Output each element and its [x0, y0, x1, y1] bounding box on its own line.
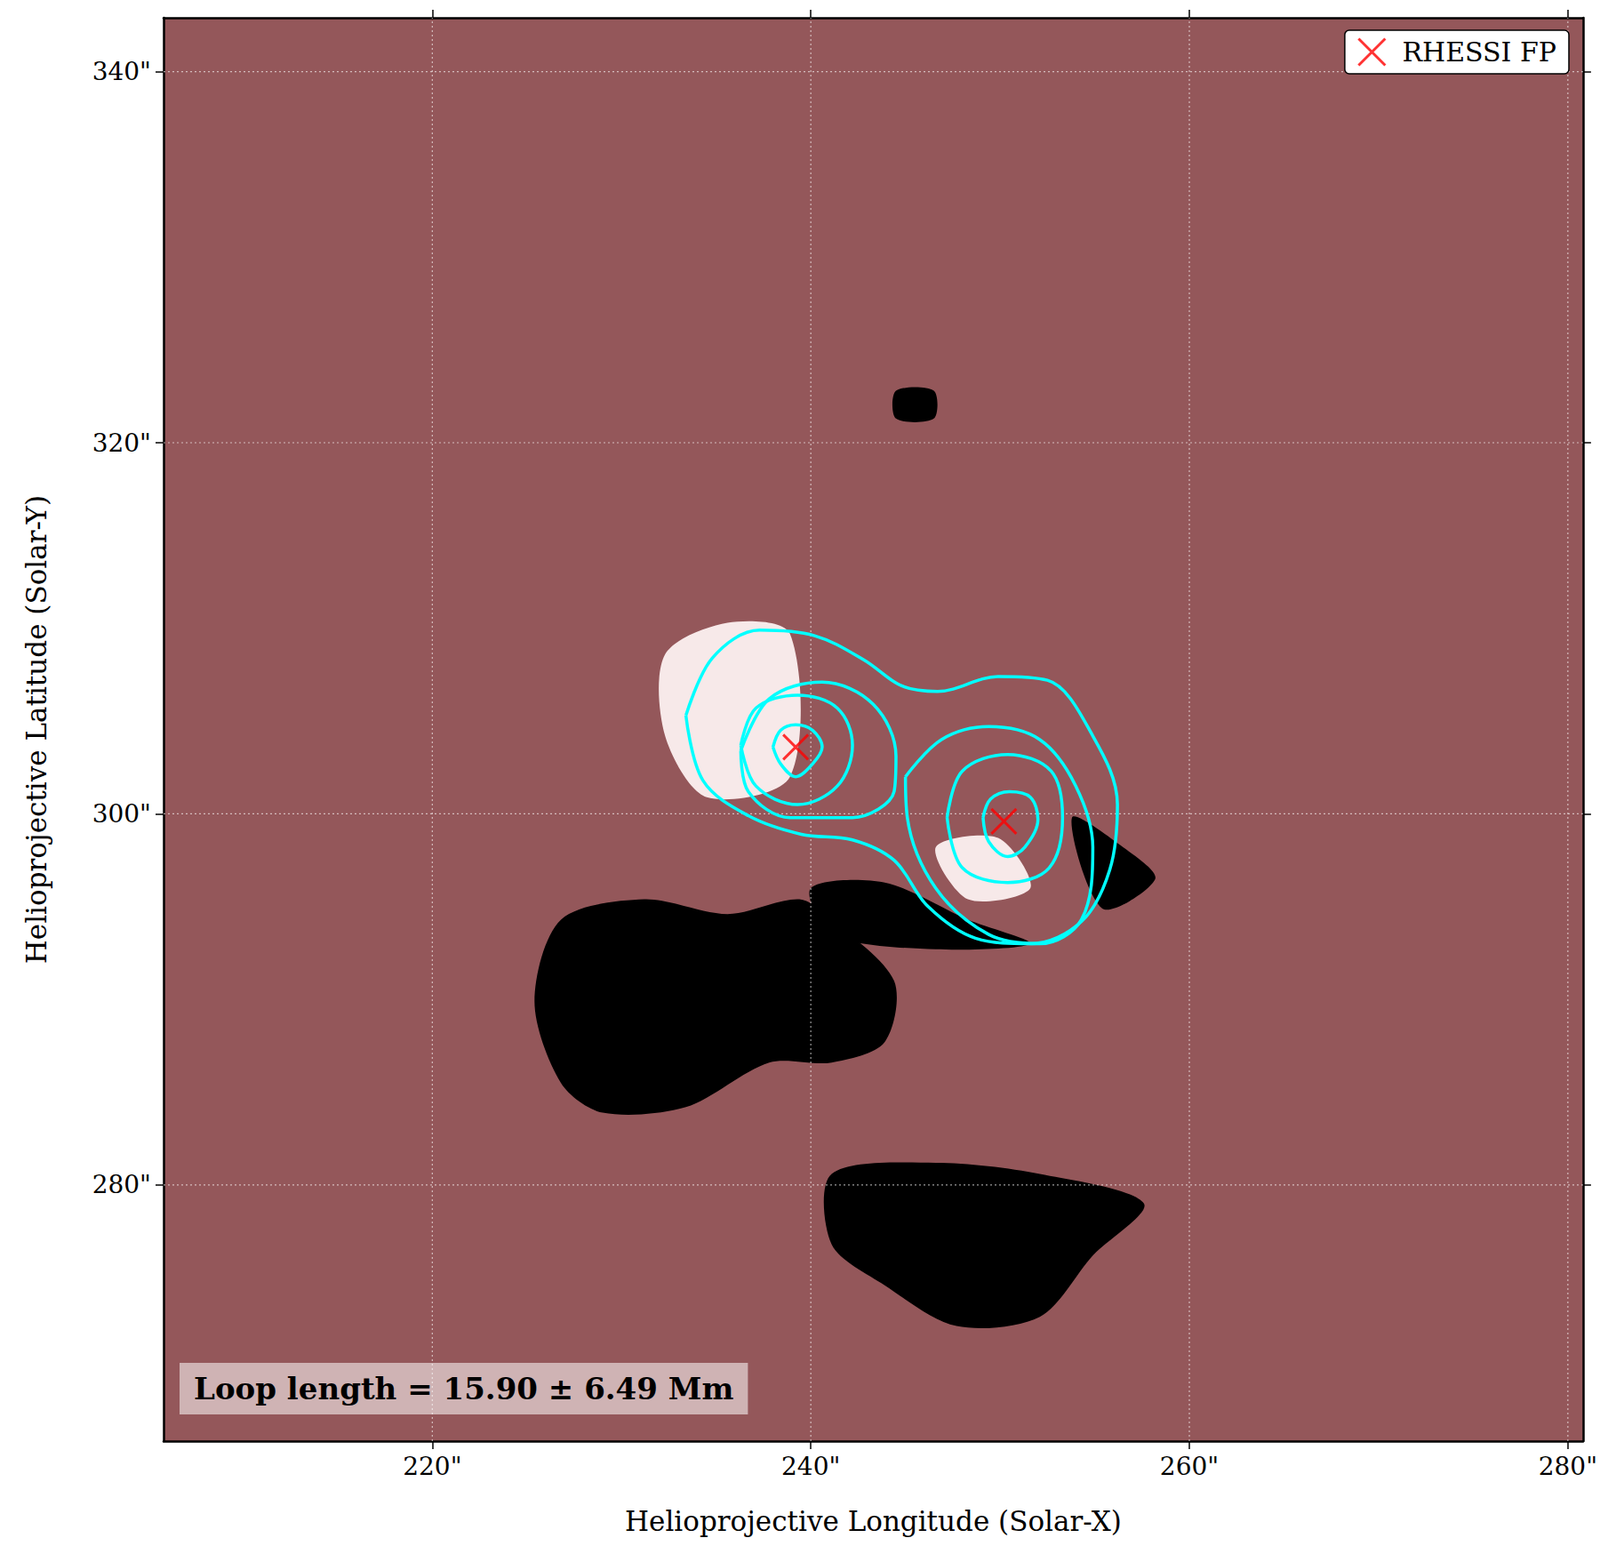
svg-text:260": 260": [1160, 1451, 1219, 1481]
svg-text:280": 280": [92, 1169, 152, 1200]
svg-text:Loop length = 15.90 ± 6.49 Mm: Loop length = 15.90 ± 6.49 Mm: [193, 1370, 734, 1407]
svg-text:340": 340": [92, 56, 152, 87]
svg-text:Helioprojective Longitude (Sol: Helioprojective Longitude (Solar-X): [624, 1504, 1122, 1537]
svg-text:280": 280": [1538, 1451, 1598, 1481]
svg-text:300": 300": [92, 799, 152, 829]
svg-text:320": 320": [92, 428, 152, 458]
svg-text:240": 240": [781, 1451, 840, 1481]
svg-text:RHESSI FP: RHESSI FP: [1401, 36, 1557, 68]
svg-text:220": 220": [402, 1451, 462, 1481]
svg-text:Helioprojective Latitude (Sola: Helioprojective Latitude (Solar-Y): [20, 495, 53, 964]
